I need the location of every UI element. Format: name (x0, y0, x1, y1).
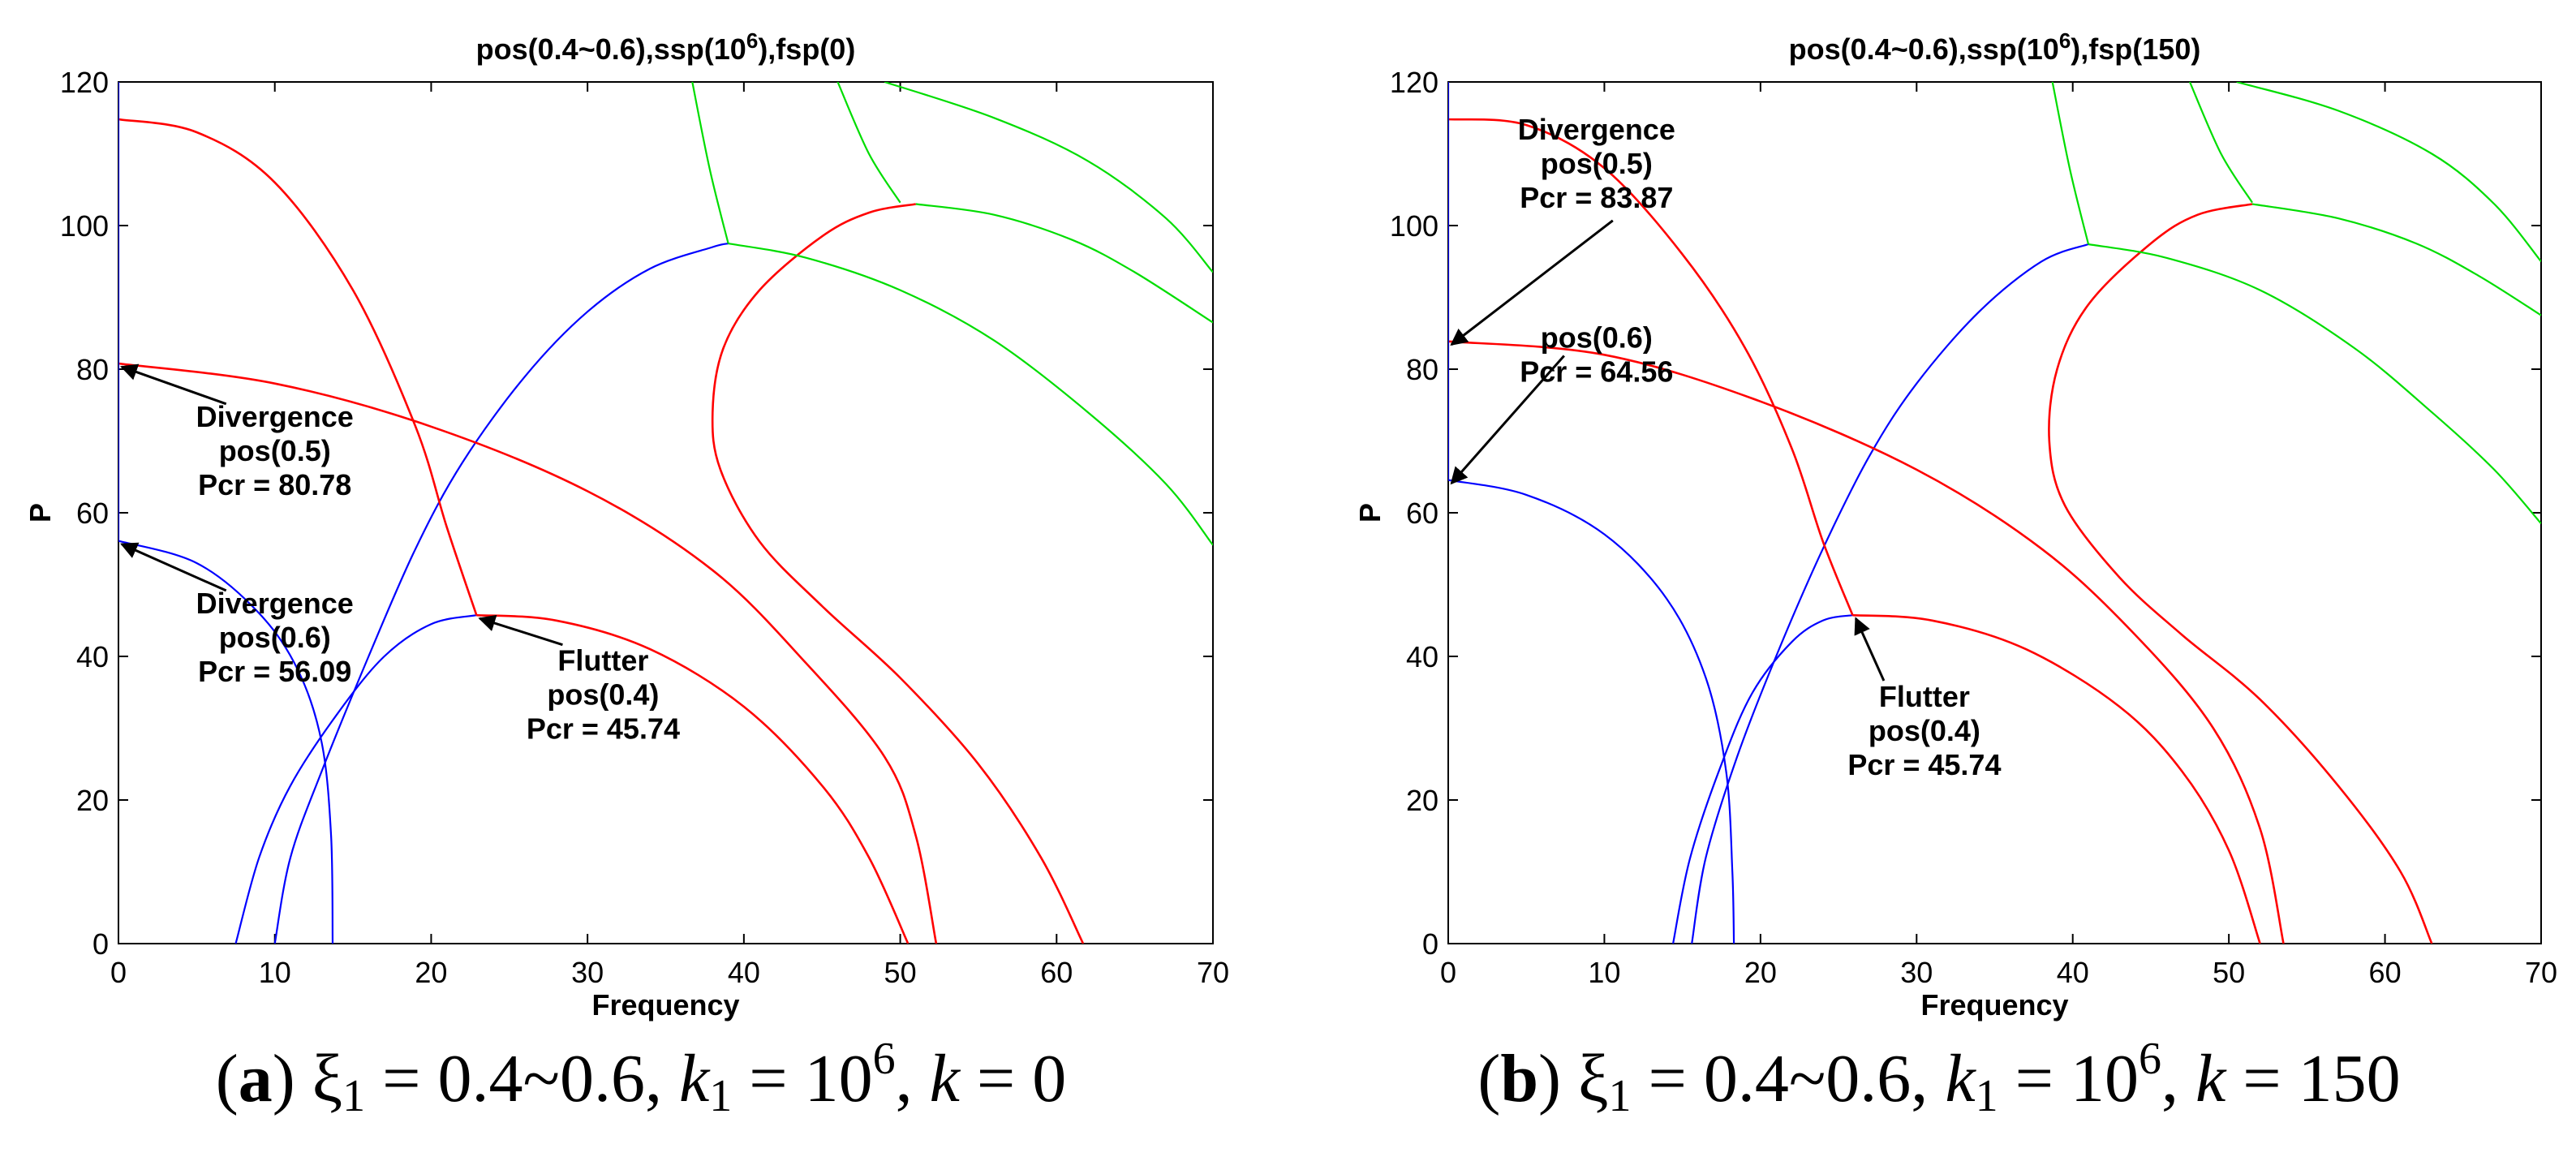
x-axis-label: Frequency (1920, 988, 2068, 1022)
annotation-arrow-divergence-0.6 (1450, 355, 1565, 485)
x-tick-label: 10 (259, 956, 291, 989)
chart-title-exponent: 6 (746, 28, 758, 53)
series-blue-1 (1448, 479, 1735, 944)
annotation-text-divergence-0.5: Pcr = 83.87 (1520, 181, 1673, 214)
series-red-5 (711, 203, 1085, 944)
series-green-1 (2051, 82, 2090, 245)
series-red-3 (118, 362, 938, 944)
x-tick-label: 20 (415, 956, 447, 989)
caption-b: (b) ξ1 = 0.4~0.6, k1 = 106, k = 150 (1477, 1034, 2401, 1121)
annotation-text-divergence-0.6: pos(0.6) (219, 621, 331, 654)
x-tick-label: 50 (2213, 956, 2245, 989)
annotation-arrow-flutter-0.4 (1854, 617, 1886, 682)
chart-title-base: pos(0.4~0.6),ssp(10 (476, 32, 746, 66)
series-group (118, 82, 1213, 944)
chart-panel-a: 0 10 20 30 40 50 60 70 0 20 40 60 80 100 120 Frequency P… (24, 28, 1229, 1022)
annotation-text-divergence-0.6: Pcr = 56.09 (198, 655, 351, 688)
series-blue-1 (118, 540, 334, 944)
x-tick-label: 40 (728, 956, 760, 989)
y-tick-label: 40 (1406, 640, 1439, 673)
series-green-3 (2188, 82, 2253, 204)
y-tick-label: 40 (76, 640, 109, 673)
y-axis-label: P (1353, 503, 1387, 523)
y-tick-label: 60 (1406, 497, 1439, 530)
plot-area (118, 81, 1214, 944)
series-green-1 (691, 82, 729, 244)
series-red-3 (1448, 340, 2285, 944)
x-tick-label: 40 (2057, 956, 2089, 989)
chart-title: pos(0.4~0.6),ssp(106),fsp(150) (1789, 28, 2201, 66)
chart-title-exponent: 6 (2059, 28, 2071, 53)
y-tick-label: 20 (76, 784, 109, 817)
plot-area (1447, 81, 2542, 944)
y-tick-label: 120 (60, 66, 109, 99)
series-green-5 (2236, 82, 2541, 262)
chart-title-tail: ),fsp(150) (2071, 32, 2200, 66)
y-tick-label: 80 (1406, 353, 1439, 386)
annotation-text-flutter-0.4: Pcr = 45.74 (527, 712, 680, 746)
annotation-arrow-divergence-0.5 (120, 363, 227, 406)
series-green-2 (728, 243, 1213, 546)
annotation-text-flutter-0.4: pos(0.4) (1869, 714, 1980, 747)
chart-title: pos(0.4~0.6),ssp(106),fsp(0) (476, 28, 856, 66)
annotation-text-flutter-0.4: Pcr = 45.74 (1847, 748, 2001, 781)
x-tick-label: 60 (1040, 956, 1073, 989)
annotation-text-divergence-0.6: Divergence (196, 587, 354, 620)
y-tick-label: 0 (1422, 927, 1439, 961)
y-tick-label: 20 (1406, 784, 1439, 817)
y-axis-label: P (24, 503, 57, 523)
series-group (1448, 82, 2541, 944)
annotation-text-flutter-0.4: pos(0.4) (547, 678, 659, 712)
x-tick-label: 70 (1197, 956, 1229, 989)
series-blue-3 (1691, 243, 2089, 944)
y-tick-label: 100 (1390, 209, 1439, 243)
annotation-text-divergence-0.6: Pcr = 64.56 (1520, 355, 1673, 388)
series-blue-2 (1672, 614, 1853, 944)
series-red-1 (118, 118, 478, 616)
chart-title-tail: ),fsp(0) (758, 32, 855, 66)
series-green-5 (884, 82, 1213, 273)
annotation-text-flutter-0.4: Flutter (1879, 680, 1970, 713)
annotation-text-divergence-0.6: pos(0.6) (1541, 320, 1653, 354)
series-green-4 (915, 203, 1213, 324)
series-green-3 (836, 82, 901, 204)
x-tick-label: 30 (1900, 956, 1933, 989)
series-green-4 (2251, 203, 2541, 316)
x-tick-label: 60 (2369, 956, 2402, 989)
annotation-text-divergence-0.5: Divergence (1518, 113, 1675, 146)
annotation-text-flutter-0.4: Flutter (557, 644, 648, 677)
series-blue-2 (234, 614, 477, 944)
x-tick-label: 10 (1588, 956, 1620, 989)
series-green-2 (2088, 243, 2541, 525)
annotation-text-divergence-0.5: pos(0.5) (219, 434, 331, 467)
annotation-text-divergence-0.5: pos(0.5) (1541, 147, 1653, 180)
series-red-5 (2048, 203, 2433, 944)
series-red-2 (476, 613, 910, 944)
annotation-arrow-flutter-0.4 (478, 614, 563, 647)
x-axis-label: Frequency (591, 988, 739, 1022)
annotation-text-divergence-0.5: Pcr = 80.78 (198, 468, 351, 501)
x-tick-label: 50 (884, 956, 917, 989)
y-tick-label: 120 (1390, 66, 1439, 99)
x-tick-label: 30 (571, 956, 604, 989)
annotation-arrow-divergence-0.5 (1450, 219, 1614, 346)
annotation-arrow-divergence-0.6 (120, 542, 227, 592)
x-tick-label: 0 (110, 956, 127, 989)
series-blue-3 (273, 243, 729, 944)
y-tick-label: 80 (76, 353, 109, 386)
caption-a: (a) ξ1 = 0.4~0.6, k1 = 106, k = 0 (215, 1034, 1067, 1121)
series-red-1 (1448, 118, 1854, 616)
chart-title-base: pos(0.4~0.6),ssp(10 (1789, 32, 2059, 66)
chart-panel-b: 0 10 20 30 40 50 60 70 0 20 40 60 80 100 120 Frequency P… (1353, 28, 2557, 1022)
annotation-text-divergence-0.5: Divergence (196, 400, 354, 433)
series-red-2 (1852, 613, 2261, 944)
x-tick-label: 20 (1744, 956, 1777, 989)
y-tick-label: 100 (60, 209, 109, 243)
y-tick-label: 60 (76, 497, 109, 530)
y-tick-label: 0 (92, 927, 109, 961)
x-tick-label: 0 (1440, 956, 1456, 989)
x-tick-label: 70 (2525, 956, 2557, 989)
